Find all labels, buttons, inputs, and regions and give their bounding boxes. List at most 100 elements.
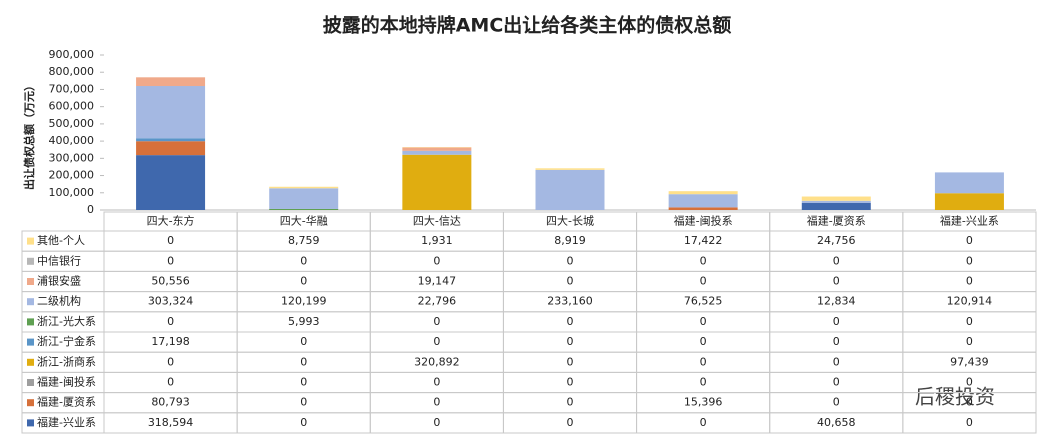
value-label: 0 <box>567 416 574 429</box>
legend-swatch <box>27 318 34 326</box>
x-tick-label: 福建-兴业系 <box>940 214 999 228</box>
value-label: 22,796 <box>418 295 457 308</box>
legend-label: 二级机构 <box>37 294 81 308</box>
value-label: 303,324 <box>148 295 194 308</box>
value-label: 0 <box>167 234 174 247</box>
value-label: 0 <box>700 355 707 368</box>
bar-segment <box>136 141 206 156</box>
legend-label: 福建-厦资系 <box>37 395 96 409</box>
value-label: 0 <box>433 376 440 389</box>
value-label: 80,793 <box>151 396 190 409</box>
value-label: 0 <box>167 355 174 368</box>
value-label: 0 <box>433 335 440 348</box>
value-label: 0 <box>433 315 440 328</box>
legend-label: 福建-兴业系 <box>37 415 96 429</box>
value-label: 0 <box>833 254 840 267</box>
legend-label: 福建-闽投系 <box>37 375 96 389</box>
value-label: 0 <box>300 376 307 389</box>
value-label: 318,594 <box>148 416 194 429</box>
value-label: 0 <box>966 254 973 267</box>
table-cell <box>902 412 1037 434</box>
value-label: 0 <box>300 335 307 348</box>
value-label: 0 <box>966 376 973 389</box>
value-label: 17,198 <box>151 335 190 348</box>
y-tick-label: 500,000 <box>49 117 95 130</box>
y-tick-label: 300,000 <box>49 151 95 164</box>
bar-segment <box>668 191 738 195</box>
value-label: 0 <box>833 396 840 409</box>
value-label: 0 <box>966 275 973 288</box>
value-label: 0 <box>167 254 174 267</box>
value-label: 0 <box>700 315 707 328</box>
chart-title: 披露的本地持牌AMC出让给各类主体的债权总额 <box>323 14 732 37</box>
value-label: 120,914 <box>947 295 993 308</box>
value-label: 1,931 <box>421 234 453 247</box>
value-label: 0 <box>833 376 840 389</box>
value-label: 5,993 <box>288 315 320 328</box>
y-tick-label: 100,000 <box>49 186 95 199</box>
value-label: 76,525 <box>684 295 723 308</box>
bar-segment <box>269 208 339 210</box>
x-tick-label: 四大-华融 <box>280 214 328 228</box>
x-tick-label: 福建-闽投系 <box>674 214 733 228</box>
x-tick-label: 四大-东方 <box>147 214 195 228</box>
value-label: 0 <box>567 335 574 348</box>
legend-swatch <box>27 278 34 285</box>
bar-segment <box>402 150 472 155</box>
value-label: 0 <box>966 335 973 348</box>
value-label: 0 <box>833 335 840 348</box>
value-label: 0 <box>433 254 440 267</box>
value-label: 0 <box>300 416 307 429</box>
value-label: 0 <box>700 416 707 429</box>
bar-segment <box>402 147 472 151</box>
legend-swatch <box>27 379 34 386</box>
value-label: 320,892 <box>414 355 460 368</box>
y-tick-label: 800,000 <box>49 65 95 78</box>
y-tick-label: 200,000 <box>49 169 95 182</box>
value-label: 0 <box>300 275 307 288</box>
bar-segment <box>136 138 206 142</box>
bar-segment <box>535 169 605 210</box>
value-label: 0 <box>833 275 840 288</box>
bar-segment <box>136 155 206 210</box>
value-label: 8,759 <box>288 234 320 247</box>
legend-swatch <box>27 419 34 427</box>
bar-segment <box>934 193 1004 210</box>
legend-label: 浙江-宁金系 <box>37 334 96 348</box>
legend-swatch <box>27 257 34 265</box>
legend-label: 浙江-光大系 <box>37 314 96 328</box>
bar-segment <box>801 202 871 210</box>
x-tick-label: 四大-长城 <box>546 214 594 228</box>
value-label: 0 <box>167 315 174 328</box>
value-label: 0 <box>567 355 574 368</box>
y-tick-label: 0 <box>87 203 94 216</box>
x-tick-label: 四大-信达 <box>413 214 461 228</box>
value-label: 0 <box>966 396 973 409</box>
bar-segment <box>136 86 206 139</box>
bar-segment <box>402 154 472 210</box>
value-label: 0 <box>833 355 840 368</box>
value-label: 97,439 <box>950 355 989 368</box>
value-label: 0 <box>300 355 307 368</box>
value-label: 0 <box>966 234 973 247</box>
value-label: 0 <box>567 396 574 409</box>
value-label: 0 <box>433 416 440 429</box>
bar-segment <box>801 200 871 203</box>
x-tick-label: 福建-厦资系 <box>807 214 866 228</box>
legend-swatch <box>27 298 34 306</box>
y-axis-label: 出让债权总额（万元） <box>22 80 36 190</box>
legend-label: 其他-个人 <box>37 234 85 247</box>
value-label: 0 <box>567 254 574 267</box>
watermark: 后稷投资 <box>915 385 995 409</box>
bar-segment <box>269 186 339 189</box>
value-label: 12,834 <box>817 295 856 308</box>
value-label: 0 <box>300 254 307 267</box>
value-label: 0 <box>700 254 707 267</box>
bar-segment <box>801 196 871 201</box>
legend-swatch <box>27 399 34 407</box>
value-label: 19,147 <box>418 275 457 288</box>
bar-segment <box>535 168 605 170</box>
legend-label: 浦银安盛 <box>37 274 81 288</box>
